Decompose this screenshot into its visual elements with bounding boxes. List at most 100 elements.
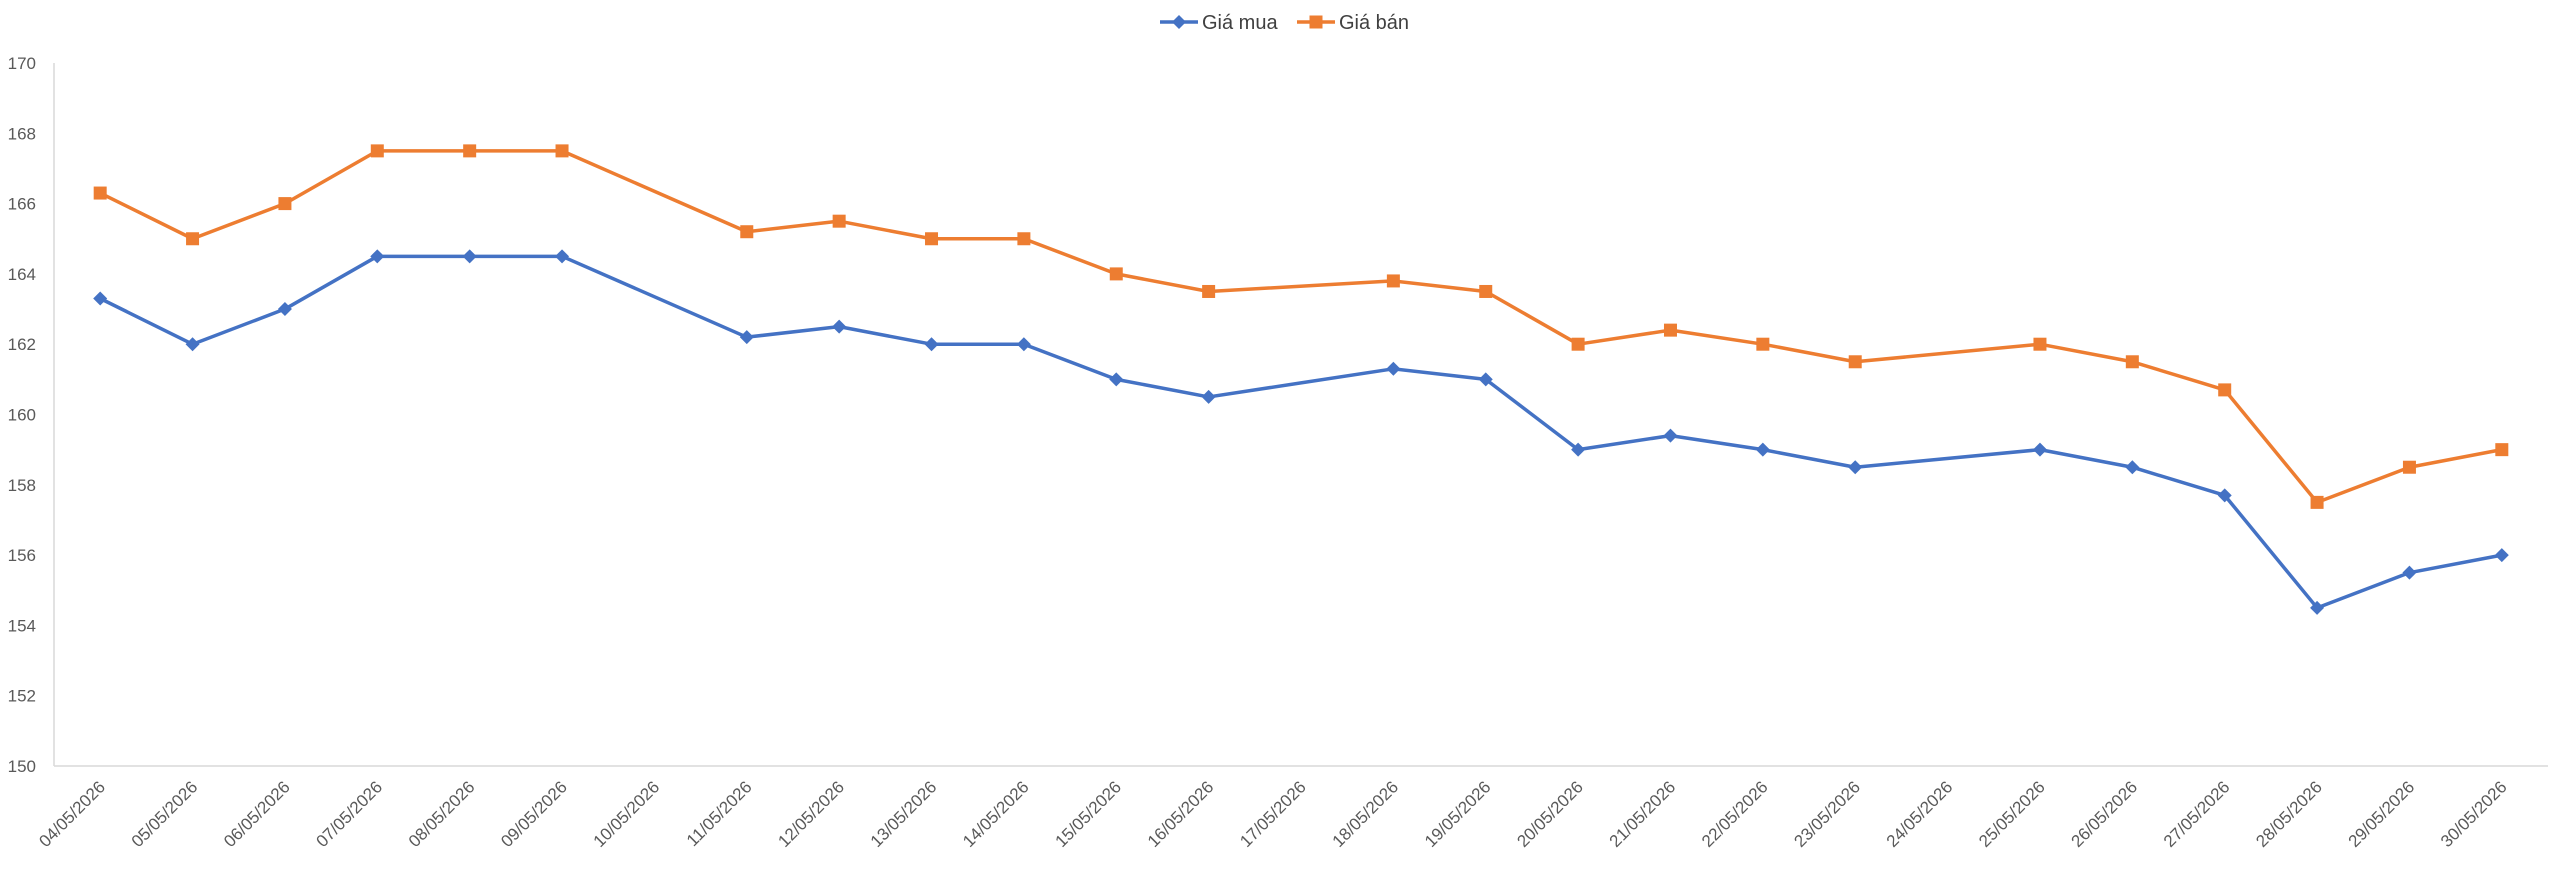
data-point [1571, 337, 1585, 351]
legend-item-2: Giá bán [1297, 12, 1409, 34]
y-tick-label: 156 [8, 546, 36, 565]
x-tick-label: 18/05/2026 [1329, 777, 1403, 851]
data-point [2310, 600, 2325, 615]
data-point [2402, 460, 2416, 474]
x-tick-label: 17/05/2026 [1236, 777, 1310, 851]
data-point [2032, 442, 2047, 457]
x-tick-label: 06/05/2026 [220, 777, 294, 851]
data-point [1109, 372, 1124, 387]
x-tick-label: 13/05/2026 [867, 777, 941, 851]
data-point [370, 144, 384, 158]
data-point [925, 232, 939, 246]
x-tick-label: 15/05/2026 [1051, 777, 1125, 851]
y-tick-label: 162 [8, 335, 36, 354]
data-point [1016, 337, 1031, 352]
data-point [1109, 267, 1123, 281]
data-point [924, 337, 939, 352]
data-point [2310, 495, 2324, 509]
data-point [2125, 460, 2140, 475]
legend-marker [1172, 15, 1186, 29]
data-point [186, 232, 200, 246]
x-tick-label: 26/05/2026 [2068, 777, 2142, 851]
data-point [1848, 355, 1862, 369]
data-point [832, 214, 846, 228]
y-tick-label: 164 [8, 265, 36, 284]
x-tick-label: 19/05/2026 [1421, 777, 1495, 851]
x-tick-label: 04/05/2026 [35, 777, 109, 851]
x-tick-label: 30/05/2026 [2437, 777, 2511, 851]
data-point [555, 249, 570, 264]
x-tick-label: 14/05/2026 [959, 777, 1033, 851]
x-axis-ticks: 04/05/2026 05/05/2026 06/05/2026 07/05/2026… [35, 777, 2510, 851]
y-tick-label: 152 [8, 687, 36, 706]
data-point [555, 144, 569, 158]
data-point [1479, 284, 1493, 298]
y-tick-label: 166 [8, 195, 36, 214]
legend-item-1: Giá mua [1160, 12, 1278, 34]
x-tick-label: 20/05/2026 [1513, 777, 1587, 851]
series-2 [93, 144, 2509, 509]
x-tick-label: 21/05/2026 [1606, 777, 1680, 851]
x-tick-label: 07/05/2026 [313, 777, 387, 851]
data-point [2494, 548, 2509, 563]
series-line [99, 149, 2503, 505]
x-tick-label: 08/05/2026 [405, 777, 479, 851]
y-tick-label: 170 [8, 54, 36, 73]
legend: Giá mua Giá bán [1160, 12, 1409, 34]
data-point [832, 319, 847, 334]
data-point [93, 291, 108, 306]
y-tick-label: 154 [8, 616, 36, 635]
x-tick-label: 16/05/2026 [1144, 777, 1218, 851]
data-point [278, 197, 292, 211]
data-point [2125, 355, 2139, 369]
x-tick-label: 24/05/2026 [1883, 777, 1957, 851]
data-point [1571, 442, 1586, 457]
data-point [93, 186, 107, 200]
series-line [99, 254, 2503, 610]
x-tick-label: 27/05/2026 [2160, 777, 2234, 851]
x-tick-label: 12/05/2026 [774, 777, 848, 851]
y-tick-label: 158 [8, 476, 36, 495]
x-tick-label: 22/05/2026 [1698, 777, 1772, 851]
data-point [1201, 389, 1216, 404]
y-tick-label: 160 [8, 406, 36, 425]
data-point [2495, 443, 2509, 457]
y-tick-label: 150 [8, 757, 36, 776]
x-tick-label: 23/05/2026 [1790, 777, 1864, 851]
data-point [370, 249, 385, 264]
data-point [462, 249, 477, 264]
series-1 [93, 249, 2509, 615]
x-tick-label: 09/05/2026 [497, 777, 571, 851]
legend-label: Giá mua [1202, 12, 1278, 34]
x-tick-label: 28/05/2026 [2252, 777, 2326, 851]
x-tick-label: 25/05/2026 [1975, 777, 2049, 851]
data-point [1756, 337, 1770, 351]
y-tick-label: 168 [8, 124, 36, 143]
series-layer [93, 144, 2509, 615]
data-point [1755, 442, 1770, 457]
y-axis-ticks: 150 152 154 156 158 160 162 164 166 168 170 [8, 54, 36, 776]
data-point [463, 144, 477, 158]
data-point [740, 225, 754, 239]
data-point [1202, 284, 1216, 298]
data-point [1848, 460, 1863, 475]
data-point [277, 302, 292, 317]
data-point [2033, 337, 2047, 351]
data-point [1478, 372, 1493, 387]
data-point [1663, 428, 1678, 443]
data-point [2402, 565, 2417, 580]
data-point [185, 337, 200, 352]
legend-label: Giá bán [1339, 12, 1409, 34]
legend-marker [1309, 15, 1323, 29]
data-point [1386, 274, 1400, 288]
data-point [1386, 361, 1401, 376]
data-point [2217, 488, 2232, 503]
data-point [2218, 383, 2232, 397]
data-point [1663, 323, 1677, 337]
x-tick-label: 11/05/2026 [683, 777, 756, 850]
axes [53, 63, 2548, 767]
x-tick-label: 05/05/2026 [128, 777, 202, 851]
x-tick-label: 10/05/2026 [590, 777, 664, 851]
data-point [739, 330, 754, 345]
